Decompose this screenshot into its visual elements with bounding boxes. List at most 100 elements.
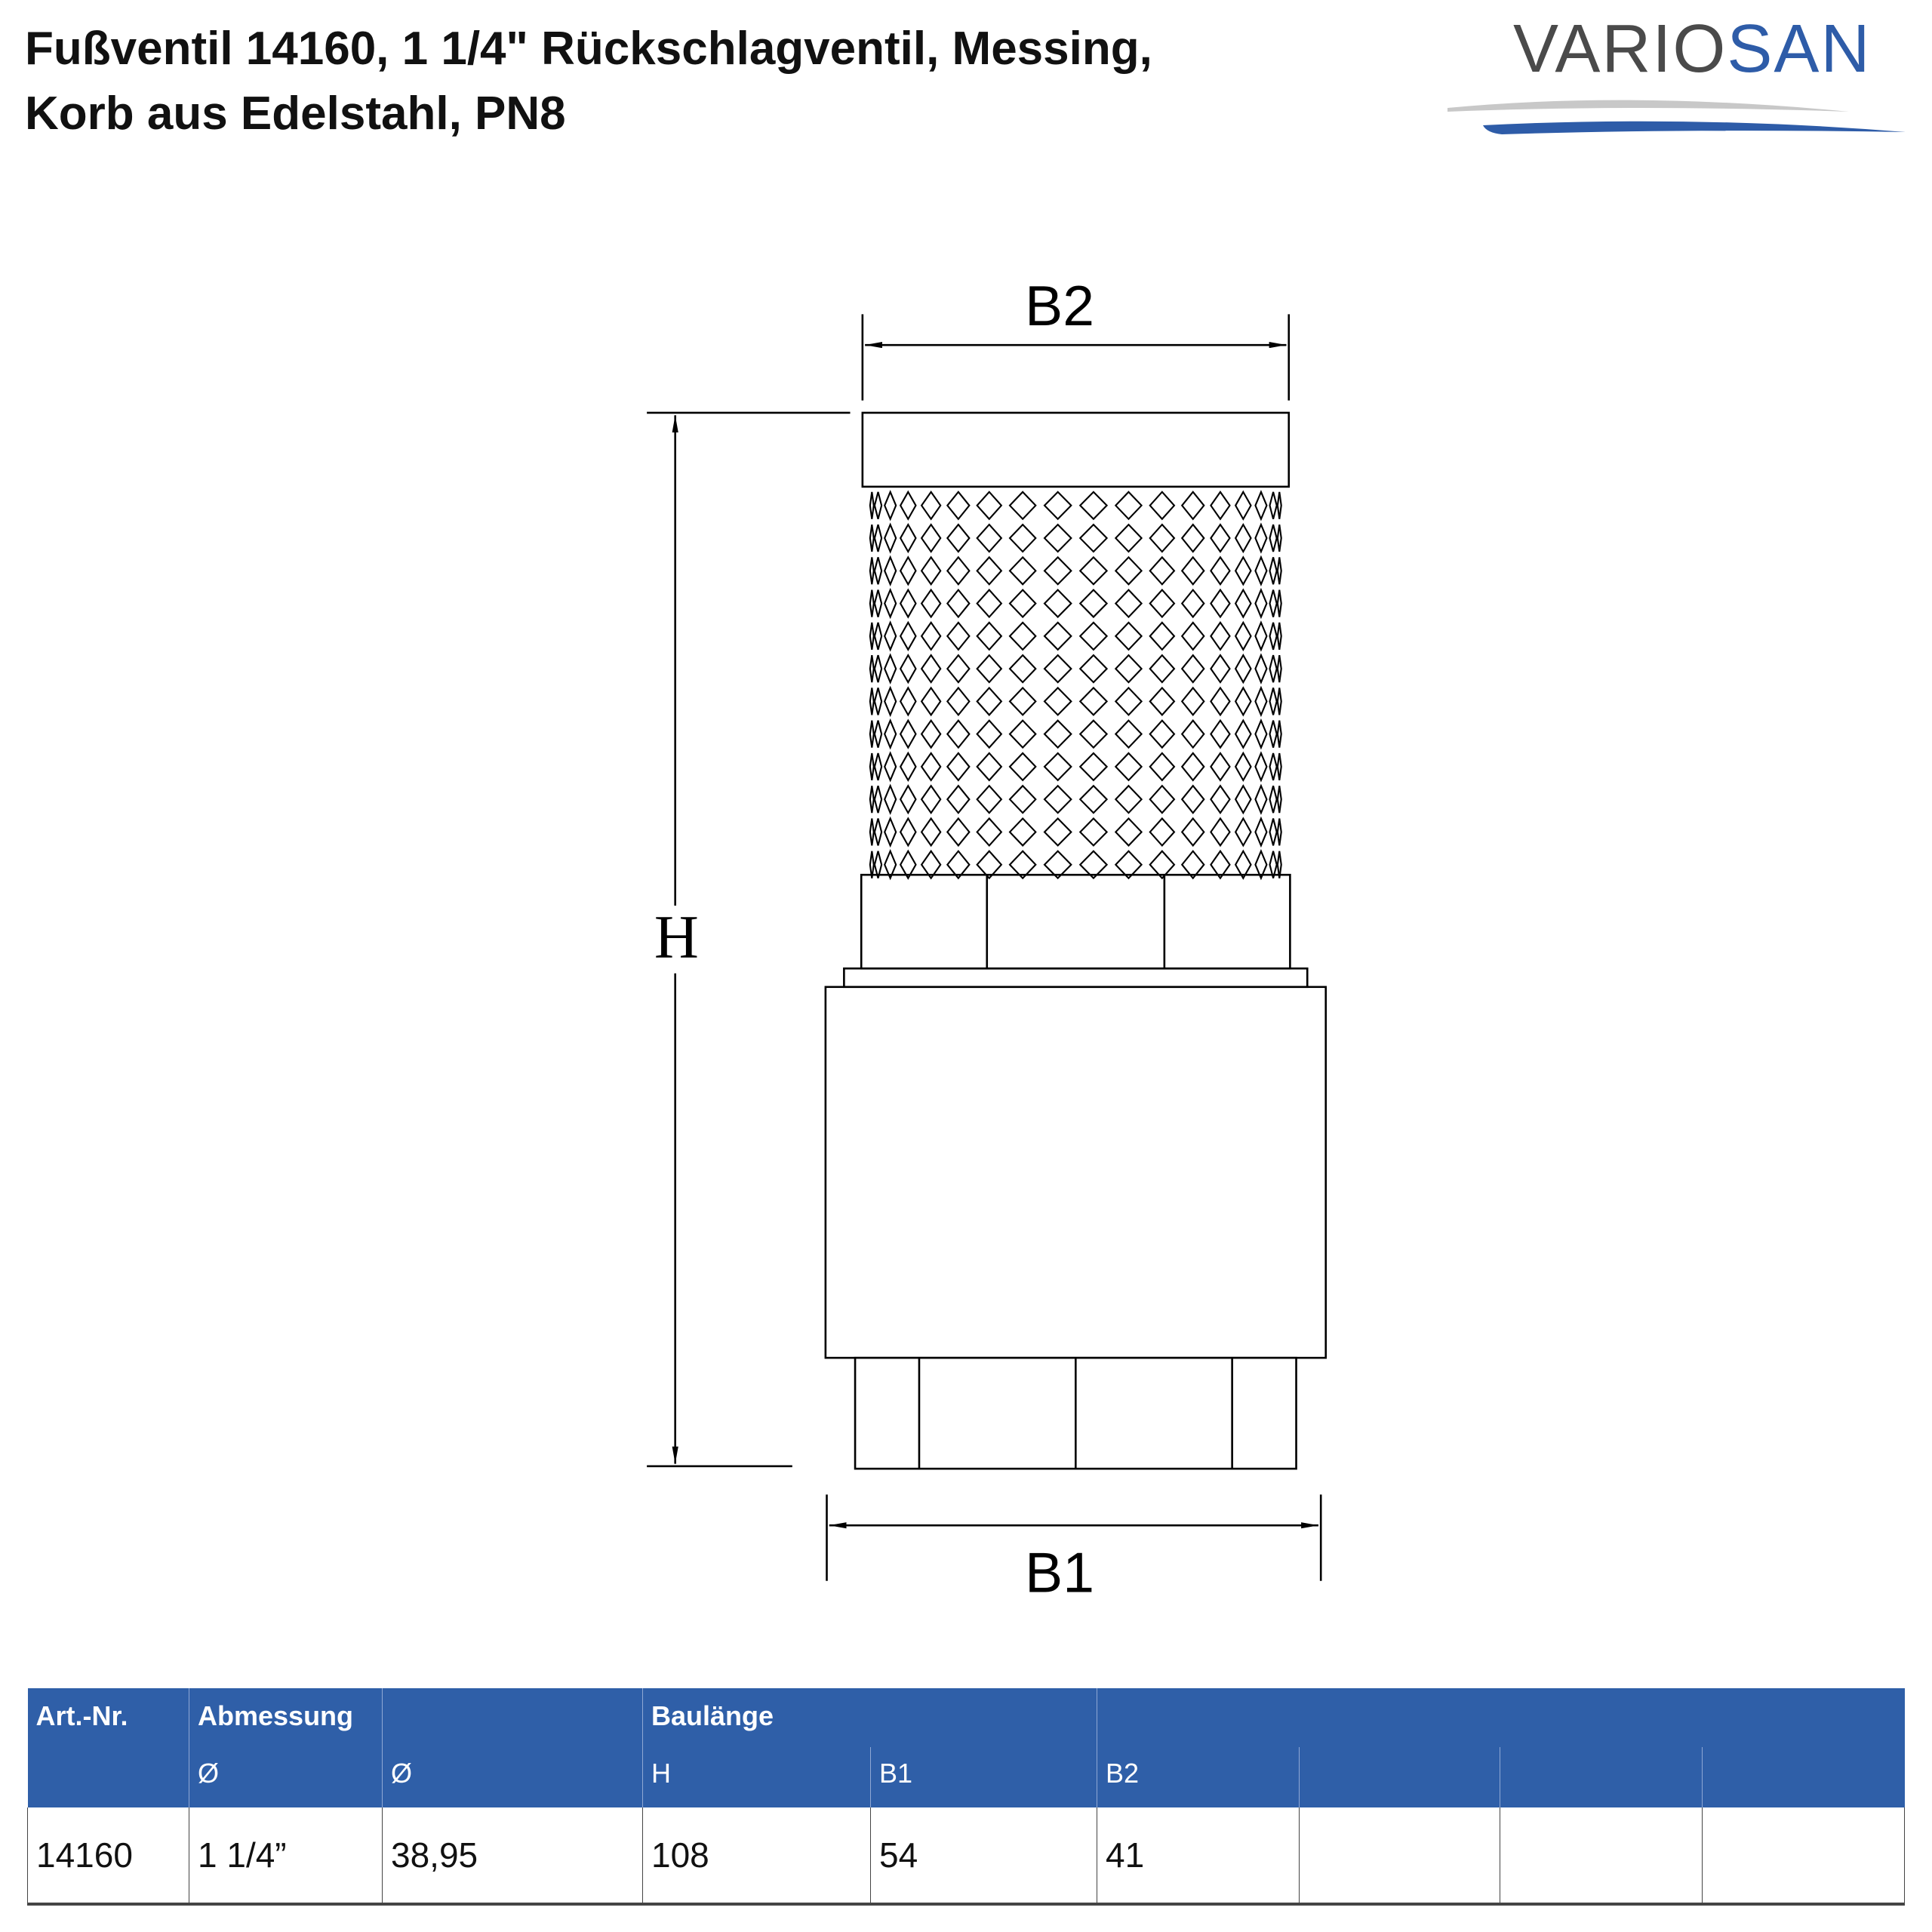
mesh-diamond [873,589,883,617]
mesh-diamond [1114,752,1143,782]
hex-nut-upper [860,873,1291,970]
mesh-diamond [1269,524,1278,552]
mesh-diamond [1254,522,1268,554]
mesh-diamond [1149,752,1176,782]
mesh-diamond [1180,817,1205,848]
mesh-diamond [873,752,883,781]
mesh-diamond [946,686,971,717]
washer [843,967,1309,989]
mesh-diamond [1269,557,1278,585]
mesh-diamond [1276,688,1282,715]
variosan-logo: VARIOSAN [1447,15,1906,134]
mesh-diamond [920,654,942,684]
mesh-diamond [1149,784,1176,814]
subheader-diameter: Ø [382,1747,643,1807]
mesh-diamond [1210,849,1231,880]
mesh-diamond [899,817,917,848]
strainer-basket-mesh [869,490,1282,881]
cell-abmessung: 1 1/4” [189,1807,383,1906]
mesh-diamond [1114,817,1143,847]
mesh-diamond [1078,686,1109,716]
mesh-diamond [1114,686,1143,716]
mesh-diamond [869,720,875,748]
page-title: Fußventil 14160, 1 1/4" Rückschlagventil… [25,17,1152,146]
mesh-diamond [1149,621,1176,651]
mesh-diamond [1008,850,1037,880]
label-b2: B2 [1025,274,1094,337]
cell-empty [1299,1807,1500,1906]
mesh-diamond [899,555,917,586]
header-baulaenge: Baulänge [641,1688,1097,1747]
mesh-diamond [1210,621,1231,651]
title-line-2: Korb aus Edelstahl, PN8 [25,88,566,140]
mesh-diamond [1210,817,1231,848]
mesh-diamond [1180,588,1205,619]
mesh-diamond [1276,655,1282,683]
mesh-diamond [976,555,1003,586]
mesh-diamond [976,686,1003,716]
mesh-diamond [976,491,1003,521]
mesh-diamond [1008,523,1037,553]
mesh-diamond [1180,654,1205,684]
mesh-diamond [946,491,971,521]
mesh-diamond [1043,850,1072,880]
mesh-diamond [884,620,897,652]
mesh-diamond [1008,621,1037,651]
mesh-diamond [1210,588,1231,619]
mesh-diamond [1180,621,1205,651]
svg-text:VARIOSAN: VARIOSAN [1513,15,1871,87]
mesh-diamond [1234,490,1252,521]
mesh-diamond [1078,589,1109,619]
logo-swoosh-blue [1483,121,1906,134]
mesh-diamond [946,588,971,619]
mesh-diamond [1149,686,1176,716]
mesh-diamond [1254,555,1268,587]
mesh-diamond [899,718,917,749]
mesh-diamond [1180,555,1205,586]
mesh-diamond [1043,719,1072,749]
mesh-diamond [899,490,917,521]
mesh-diamond [884,555,897,587]
mesh-diamond [1043,686,1072,716]
mesh-diamond [920,621,942,651]
mesh-diamond [1234,784,1252,815]
mesh-diamond [1180,686,1205,717]
mesh-diamond [920,555,942,586]
mesh-diamond [899,620,917,651]
mesh-diamond [1078,621,1109,651]
mesh-diamond [1254,751,1268,783]
mesh-diamond [1254,685,1268,718]
mesh-diamond [1269,752,1278,781]
mesh-diamond [1269,851,1278,878]
mesh-diamond [1276,622,1282,650]
mesh-diamond [1114,850,1143,880]
header-art-nr: Art.-Nr. [27,1688,189,1747]
mesh-diamond [976,752,1003,782]
subheader-b1: B1 [869,1747,1097,1807]
mesh-diamond [946,654,971,684]
mesh-diamond [869,851,875,878]
mesh-diamond [1180,784,1205,814]
mesh-diamond [873,688,883,715]
mesh-diamond [1008,752,1037,782]
mesh-diamond [1043,491,1072,521]
mesh-diamond [1114,491,1143,521]
mesh-diamond [946,555,971,586]
mesh-diamond [946,523,971,553]
mesh-diamond [899,588,917,619]
mesh-diamond [1234,718,1252,749]
dimension-h [647,411,851,1468]
label-h: H [654,903,699,971]
mesh-diamond [920,817,942,848]
mesh-diamond [1254,816,1268,848]
mesh-diamond [1114,523,1143,553]
mesh-diamond [873,785,883,814]
mesh-diamond [1114,621,1143,651]
mesh-diamond [1008,555,1037,586]
mesh-diamond [976,850,1003,880]
mesh-diamond [873,654,883,683]
mesh-diamond [1269,622,1278,651]
mesh-diamond [1078,817,1109,847]
mesh-diamond [1149,719,1176,749]
